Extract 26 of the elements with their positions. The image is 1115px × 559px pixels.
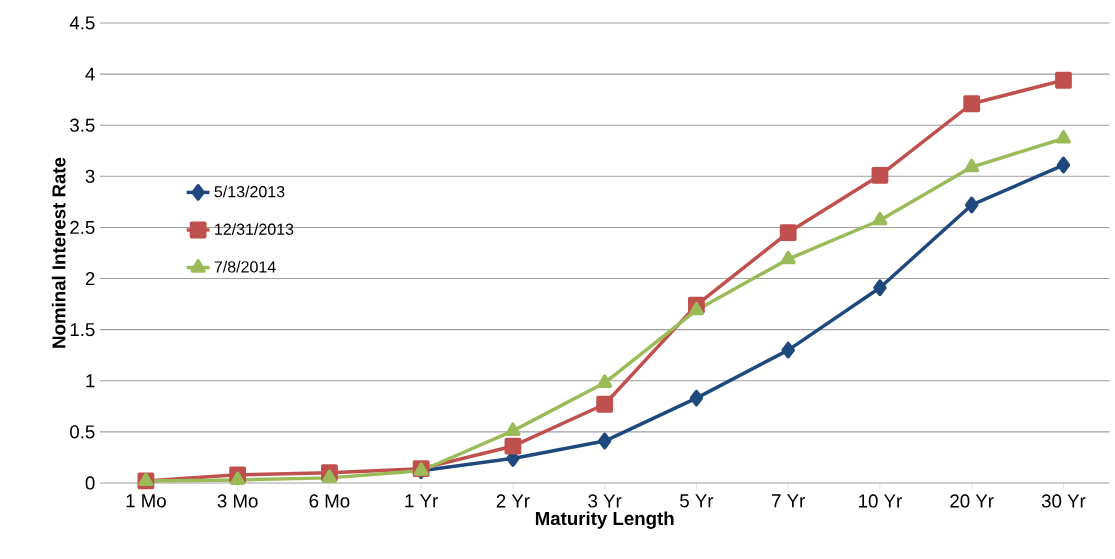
x-tick-label: 7 Yr (772, 494, 805, 508)
y-tick-label: 1 (86, 374, 95, 388)
y-axis-title: Nominal Interest Rate (51, 157, 66, 348)
x-tick-label: 5 Yr (680, 494, 714, 508)
y-tick-label: 4 (85, 67, 95, 81)
x-tick-label: 2 Yr (496, 494, 530, 508)
legend-label: 5/13/2013 (214, 185, 285, 198)
x-tick-label: 20 Yr (950, 494, 994, 508)
x-tick-label: 3 Mo (217, 494, 258, 508)
x-tick-label: 30 Yr (1041, 494, 1086, 508)
y-tick-label: 2 (85, 272, 95, 286)
y-tick-label: 3 (85, 169, 95, 183)
y-tick-label: 2.5 (70, 220, 95, 235)
y-tick-label: 0 (85, 476, 95, 490)
x-tick-label: 3 Yr (588, 494, 622, 508)
y-tick-label: 3.5 (70, 118, 95, 132)
x-tick-label: 1 Mo (126, 494, 166, 508)
legend-label: 12/31/2013 (215, 223, 294, 235)
y-tick-label: 1.5 (70, 323, 95, 337)
x-tick-label: 6 Mo (309, 494, 350, 508)
y-tick-label: 0.5 (70, 425, 95, 439)
x-tick-label: 10 Yr (859, 494, 902, 508)
y-tick-label: 4.5 (69, 16, 95, 30)
x-axis-title: Maturity Length (535, 511, 674, 529)
legend-label: 7/8/2014 (214, 260, 276, 273)
x-tick-label: 1 Yr (405, 494, 438, 508)
